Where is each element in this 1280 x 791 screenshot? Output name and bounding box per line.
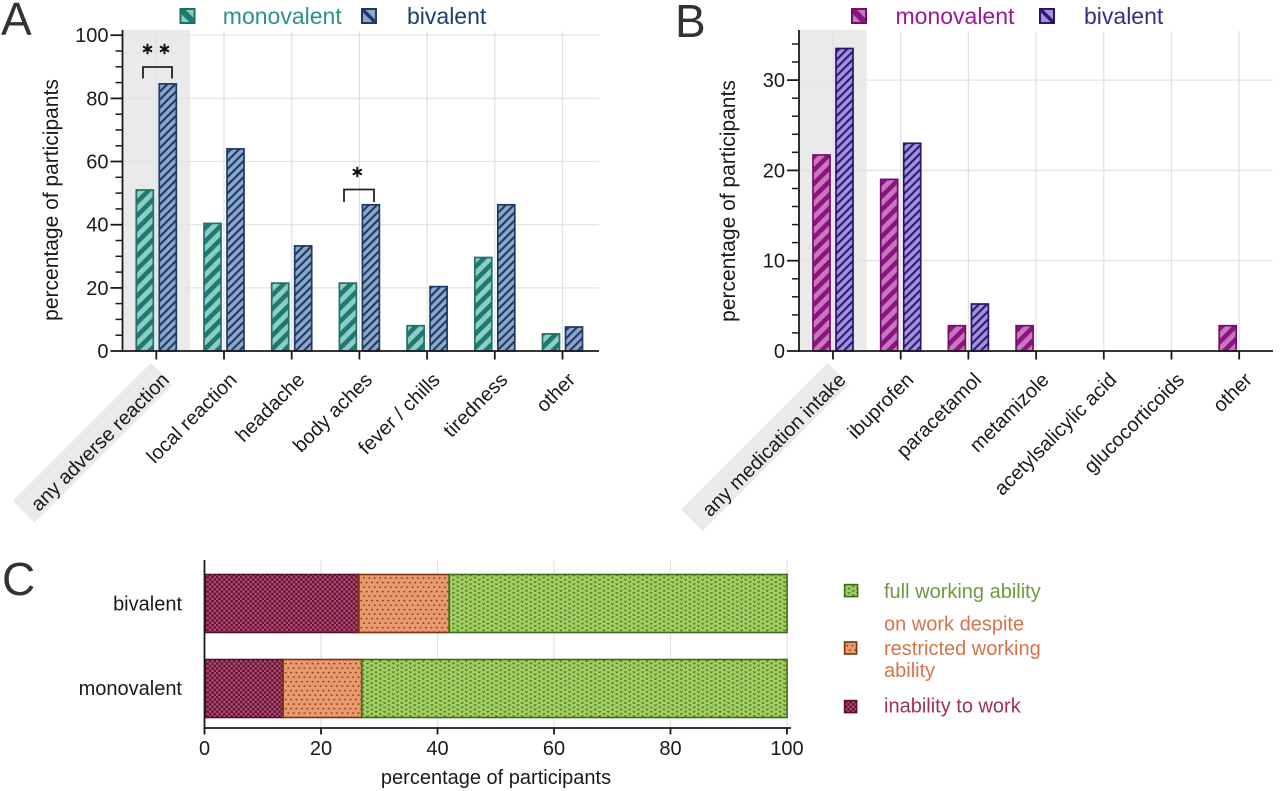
svg-text:other: other bbox=[532, 369, 580, 417]
svg-text:ability: ability bbox=[884, 660, 935, 682]
svg-text:80: 80 bbox=[659, 738, 681, 760]
svg-text:inability to work: inability to work bbox=[884, 695, 1022, 717]
svg-text:on work despite: on work despite bbox=[884, 613, 1024, 635]
svg-text:100: 100 bbox=[75, 25, 108, 47]
svg-text:tiredness: tiredness bbox=[439, 369, 512, 442]
svg-text:percentage of participants: percentage of participants bbox=[717, 80, 740, 322]
svg-text:bivalent: bivalent bbox=[1084, 3, 1164, 29]
svg-text:percentage of participants: percentage of participants bbox=[40, 79, 63, 321]
svg-text:monovalent: monovalent bbox=[896, 3, 1016, 29]
svg-text:40: 40 bbox=[86, 215, 108, 237]
svg-text:other: other bbox=[1209, 369, 1257, 417]
svg-text:10: 10 bbox=[763, 251, 785, 273]
svg-text:60: 60 bbox=[86, 152, 108, 174]
svg-text:B: B bbox=[675, 0, 706, 47]
svg-text:40: 40 bbox=[426, 738, 448, 760]
svg-text:C: C bbox=[2, 553, 35, 605]
svg-text:0: 0 bbox=[97, 341, 108, 363]
svg-text:monovalent: monovalent bbox=[79, 678, 183, 700]
svg-text:0: 0 bbox=[199, 738, 210, 760]
svg-text:any medication intake: any medication intake bbox=[698, 369, 850, 521]
svg-text:0: 0 bbox=[774, 341, 785, 363]
svg-text:restricted working: restricted working bbox=[884, 638, 1041, 660]
svg-text:full working ability: full working ability bbox=[884, 581, 1041, 603]
svg-text:30: 30 bbox=[763, 70, 785, 92]
svg-text:acetylsalicylic acid: acetylsalicylic acid bbox=[990, 369, 1121, 500]
svg-text:bivalent: bivalent bbox=[407, 3, 487, 29]
svg-text:A: A bbox=[1, 0, 32, 45]
svg-text:20: 20 bbox=[763, 160, 785, 182]
svg-text:80: 80 bbox=[86, 88, 108, 110]
svg-text:monovalent: monovalent bbox=[223, 3, 343, 29]
svg-text:bivalent: bivalent bbox=[113, 594, 182, 616]
svg-text:60: 60 bbox=[543, 738, 565, 760]
svg-text:20: 20 bbox=[86, 278, 108, 300]
svg-text:percentage of participants: percentage of participants bbox=[381, 767, 611, 789]
svg-text:20: 20 bbox=[310, 738, 332, 760]
svg-text:100: 100 bbox=[770, 738, 803, 760]
